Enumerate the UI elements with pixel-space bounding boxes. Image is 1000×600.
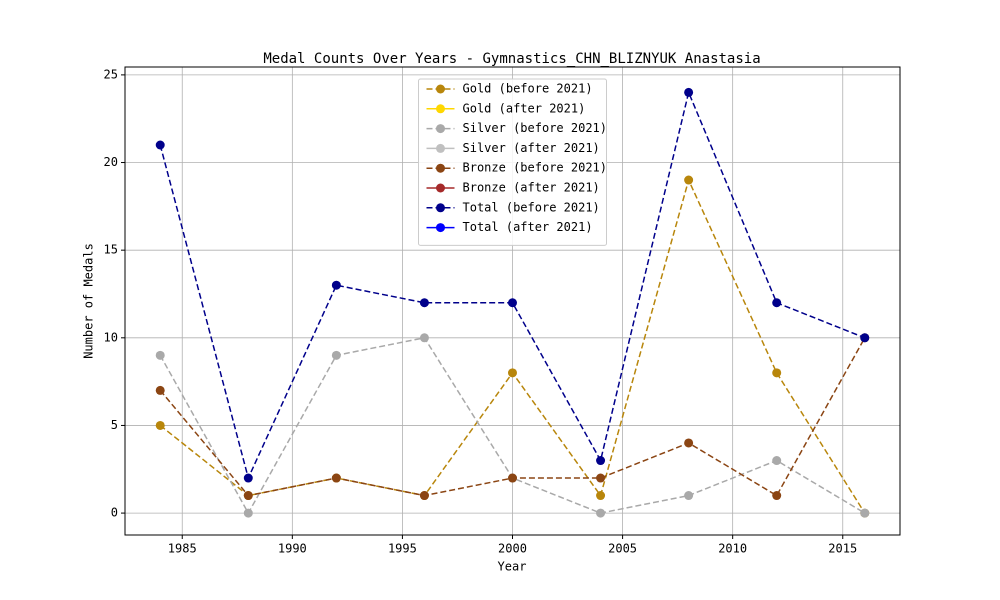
x-tick-label: 2010 <box>718 542 747 556</box>
legend-label: Bronze (before 2021) <box>463 161 608 175</box>
chart-title: Medal Counts Over Years - Gymnastics_CHN… <box>263 51 760 67</box>
x-tick-label: 2000 <box>498 542 527 556</box>
x-tick-label: 2005 <box>608 542 637 556</box>
x-tick-label: 1985 <box>168 542 197 556</box>
legend-marker <box>436 203 445 213</box>
data-point <box>331 473 341 483</box>
data-point <box>684 175 694 185</box>
data-point <box>772 456 782 466</box>
data-point <box>772 368 782 378</box>
data-point <box>772 298 782 308</box>
y-tick-label: 0 <box>111 506 118 520</box>
data-point <box>331 350 341 360</box>
data-point <box>419 298 429 308</box>
data-point <box>331 280 341 290</box>
legend-label: Gold (after 2021) <box>463 101 586 115</box>
y-tick-label: 5 <box>111 418 118 432</box>
y-axis-label: Number of Medals <box>82 243 96 359</box>
legend-marker <box>436 84 445 94</box>
data-point <box>596 491 606 501</box>
x-tick-label: 2015 <box>828 542 857 556</box>
legend-marker <box>436 124 445 134</box>
data-point <box>155 140 165 150</box>
x-tick-label: 1995 <box>388 542 417 556</box>
data-point <box>596 473 606 483</box>
x-tick-label: 1990 <box>278 542 307 556</box>
data-point <box>684 87 694 97</box>
legend-marker <box>436 143 445 153</box>
y-tick-label: 20 <box>104 155 118 169</box>
legend-box <box>418 78 607 246</box>
legend: Gold (before 2021) Gold (after 2021) Silve… <box>418 78 608 246</box>
legend-marker <box>436 223 445 233</box>
data-point <box>155 350 165 360</box>
data-point <box>860 508 870 518</box>
legend-label: Silver (before 2021) <box>463 121 608 135</box>
data-point <box>772 491 782 501</box>
legend-label: Silver (after 2021) <box>463 141 600 155</box>
x-axis-label: Year <box>498 560 527 574</box>
y-tick-label: 10 <box>104 330 118 344</box>
data-point <box>860 333 870 343</box>
data-point <box>684 491 694 501</box>
data-point <box>155 385 165 395</box>
legend-marker <box>436 104 445 114</box>
data-point <box>684 438 694 448</box>
legend-label: Gold (before 2021) <box>463 82 593 96</box>
y-tick-label: 15 <box>104 243 118 257</box>
legend-marker <box>436 163 445 173</box>
legend-marker <box>436 183 445 193</box>
legend-label: Total (before 2021) <box>463 200 600 214</box>
legend-label: Bronze (after 2021) <box>463 181 600 195</box>
data-point <box>243 491 253 501</box>
y-tick-label: 25 <box>104 67 118 81</box>
data-point <box>419 491 429 501</box>
data-point <box>596 508 606 518</box>
data-point <box>243 508 253 518</box>
legend-label: Total (after 2021) <box>463 220 593 234</box>
data-point <box>508 298 517 308</box>
data-point <box>243 473 253 483</box>
data-point <box>508 368 517 378</box>
data-point <box>155 420 165 430</box>
plot-frame <box>124 66 901 536</box>
data-point <box>419 333 429 343</box>
data-point <box>596 456 606 466</box>
data-point <box>508 473 517 483</box>
